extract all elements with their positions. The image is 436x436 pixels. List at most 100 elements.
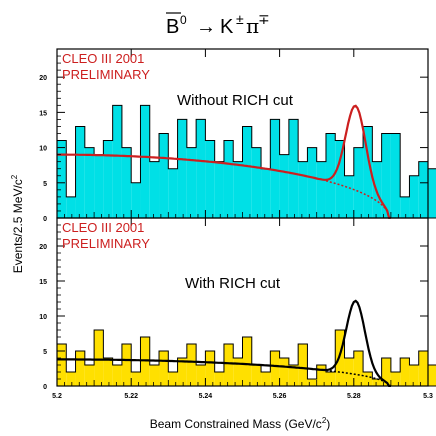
y-tick-label: 10: [39, 314, 47, 321]
histogram-bar: [57, 344, 67, 386]
histogram-bar: [159, 133, 169, 218]
preliminary-label: PRELIMINARY: [62, 236, 150, 251]
histogram-bar: [325, 133, 336, 218]
histogram-outline: [56, 329, 436, 387]
histogram-bar: [325, 372, 336, 386]
histogram-bar: [84, 365, 95, 386]
xlabel-sup: 2: [322, 416, 327, 425]
histogram-bar: [75, 351, 85, 386]
histogram-bar: [233, 358, 243, 386]
fit-curve: [57, 299, 391, 387]
histogram-bar: [279, 154, 289, 218]
histogram-bar: [390, 133, 401, 218]
x-tick-label: 5.26: [273, 393, 287, 400]
histogram-bar: [66, 196, 76, 218]
histogram-bar: [418, 161, 428, 218]
histogram-bar: [159, 351, 169, 386]
fit-curve: [57, 104, 391, 219]
histogram-bar: [400, 358, 410, 386]
y-tick-label: 10: [39, 146, 47, 153]
histogram-bar: [121, 344, 132, 386]
histogram-bar: [418, 351, 428, 386]
histogram-bar: [121, 147, 132, 218]
histogram-bar: [381, 133, 391, 218]
histogram-bar: [149, 161, 160, 218]
xlabel-close: ): [326, 417, 330, 431]
cleo-label: CLEO III 2001: [62, 51, 144, 66]
histogram-bar: [131, 182, 141, 218]
histogram-bar: [353, 147, 364, 218]
background-fit-dashed: [325, 369, 391, 387]
histogram-bar: [94, 154, 104, 218]
histogram-bar: [279, 358, 289, 386]
histogram-bar: [344, 358, 354, 386]
histogram-bar: [372, 379, 382, 386]
histogram-bar: [112, 365, 122, 386]
histogram-bar: [363, 372, 373, 386]
histogram-bar: [316, 365, 326, 386]
x-tick-label: 5.22: [124, 393, 138, 400]
histogram-bar: [84, 147, 95, 218]
histogram-bar: [381, 358, 391, 386]
histogram-bar: [251, 365, 262, 386]
histogram-bar: [270, 351, 280, 386]
histogram-bar: [66, 372, 76, 386]
y-axis: 0 5 10 15 20: [39, 55, 428, 223]
title-arrow: →: [196, 16, 216, 38]
histogram-bar: [57, 140, 67, 218]
histogram-bar: [214, 372, 224, 386]
histogram-bar: [140, 337, 150, 386]
histogram-bar: [205, 351, 215, 386]
histogram-bar: [409, 175, 419, 218]
title-b: B: [166, 16, 179, 38]
histogram-bar: [140, 105, 150, 218]
cleo-label: CLEO III 2001: [62, 220, 144, 235]
histogram-bar: [288, 119, 299, 218]
histogram-bar: [316, 161, 326, 218]
histogram-bar: [261, 168, 271, 218]
histogram-bar: [409, 365, 419, 386]
histogram-bar: [196, 365, 206, 386]
histogram-bar: [131, 372, 141, 386]
svg-text:Beam Constrained Mass (GeV/c2): Beam Constrained Mass (GeV/c2): [150, 416, 331, 431]
x-axis: 5.2 5.22 5.24 5.26 5.28 5.3: [52, 218, 433, 400]
histogram-bar: [428, 168, 436, 218]
x-tick-label: 5.2: [52, 393, 62, 400]
annotation-label: With RICH cut: [185, 275, 281, 292]
y-tick-label: 15: [39, 110, 47, 117]
histogram-bar: [335, 140, 345, 218]
histogram-bars: [57, 105, 436, 218]
histogram-bar: [103, 358, 113, 386]
histogram-bar: [251, 147, 262, 218]
histogram-bar: [390, 372, 401, 386]
x-tick-label: 5.28: [347, 393, 361, 400]
histogram-bar: [168, 372, 178, 386]
histogram-bar: [400, 196, 410, 218]
x-axis: [56, 49, 429, 218]
x-axis-label: Beam Constrained Mass (GeV/c2): [150, 416, 331, 431]
histogram-bar: [242, 126, 252, 218]
histogram-bar: [298, 344, 308, 386]
x-tick-label: 5.24: [199, 393, 213, 400]
histogram-bar: [344, 175, 354, 218]
bottom-panel: 0 5 10 15 20 5.2 5.22 5.24 5.26 5.28 5.3 CLEO III 2…: [39, 217, 436, 400]
title-pm: ±: [236, 11, 244, 27]
y-axis-label: Events/2.5 MeV/c2: [10, 174, 25, 273]
title-k: K: [220, 16, 234, 38]
histogram-bar: [288, 365, 299, 386]
histogram-bar: [177, 358, 187, 386]
y-tick-label: 5: [43, 349, 47, 356]
histogram-bar: [177, 119, 187, 218]
figure-title: B 0 → K ± π ∓: [166, 11, 270, 38]
x-tick-label: 5.3: [423, 393, 433, 400]
title-pi: π: [246, 14, 259, 38]
histogram-bar: [94, 330, 104, 386]
histogram-bar: [428, 365, 436, 386]
histogram-bar: [270, 119, 280, 218]
histogram-bar: [298, 161, 308, 218]
y-tick-label: 20: [39, 75, 47, 82]
histogram-bar: [261, 372, 271, 386]
histogram-bar: [223, 140, 234, 218]
